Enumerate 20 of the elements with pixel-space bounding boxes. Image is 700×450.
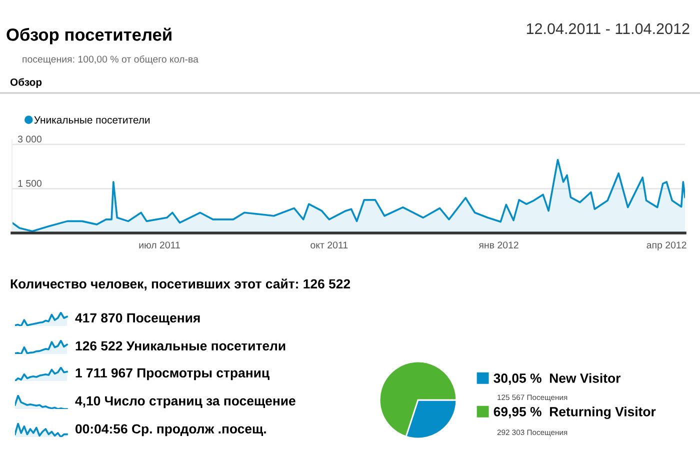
text: посещения: 100,00 % от общего кол-ва	[22, 55, 198, 64]
chart-subtitle: 12.04.2011 - 11.04.2012	[526, 23, 690, 34]
text: Обзор	[10, 78, 42, 88]
legend-label: Уникальные посетители	[34, 116, 150, 124]
y-tick-label: 3 000	[18, 136, 42, 143]
pie-slice	[378, 360, 458, 438]
text: 417 870 Посещения	[75, 313, 200, 326]
chart-title: Обзор посетителей	[6, 28, 172, 44]
x-tick-label: апр 2012	[646, 242, 686, 250]
x-tick-label: июл 2011	[139, 242, 180, 248]
text: 1 711 967 Просмотры страниц	[76, 368, 270, 380]
x-tick-label: янв 2012	[478, 242, 518, 248]
text: 4,10 Число страниц за посещение	[75, 396, 296, 408]
text: 00:04:56 Ср. продолж .посещ.	[76, 424, 266, 436]
y-tick-label: 1 500	[18, 180, 42, 187]
x-tick-label: окт 2011	[310, 242, 348, 248]
legend-label: 30,05 % New Visitor	[494, 373, 621, 385]
text: 126 522 Уникальные посетители	[76, 341, 286, 351]
text: Количество человек, посетивших этот сайт: 126 522	[10, 278, 350, 290]
legend-label: 69,95 % Returning Visitor	[494, 406, 656, 420]
